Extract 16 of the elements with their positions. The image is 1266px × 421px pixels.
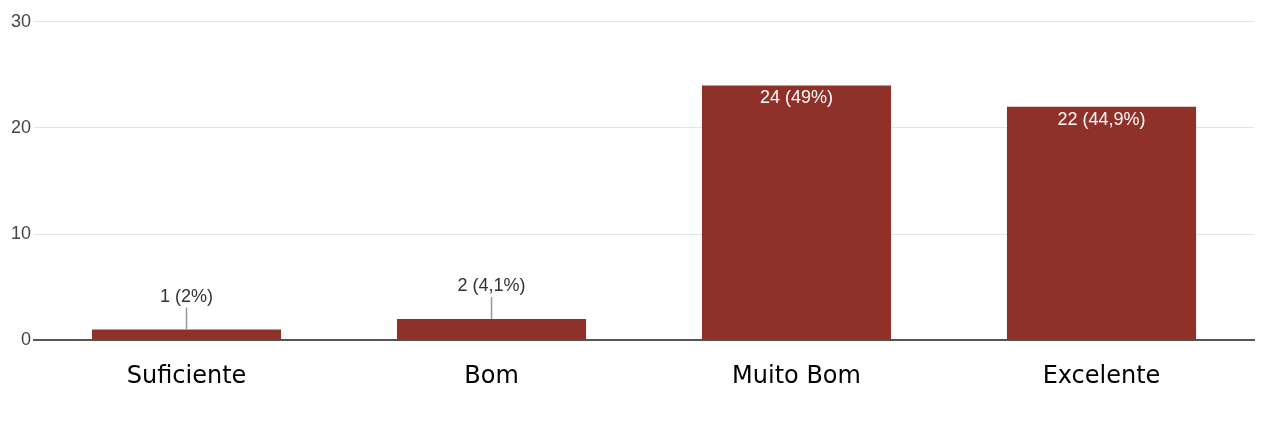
bar [91, 329, 282, 340]
y-tick-label: 0 [21, 329, 32, 350]
y-tick-label: 30 [10, 10, 32, 31]
data-label: 1 (2%) [160, 285, 214, 306]
data-label: 2 (4,1%) [457, 274, 526, 295]
x-tick-label: Bom [464, 360, 519, 389]
bar [1006, 106, 1197, 340]
x-tick-label: Excelente [1042, 360, 1161, 389]
x-tick-label: Suficiente [126, 360, 247, 389]
bar [701, 85, 892, 340]
y-tick-label: 20 [10, 116, 32, 137]
bar [396, 318, 587, 340]
x-tick-label: Muito Bom [732, 360, 861, 389]
data-label: 22 (44,9%) [1057, 108, 1146, 129]
y-tick-label: 10 [10, 223, 32, 244]
data-label: 24 (49%) [759, 87, 834, 108]
